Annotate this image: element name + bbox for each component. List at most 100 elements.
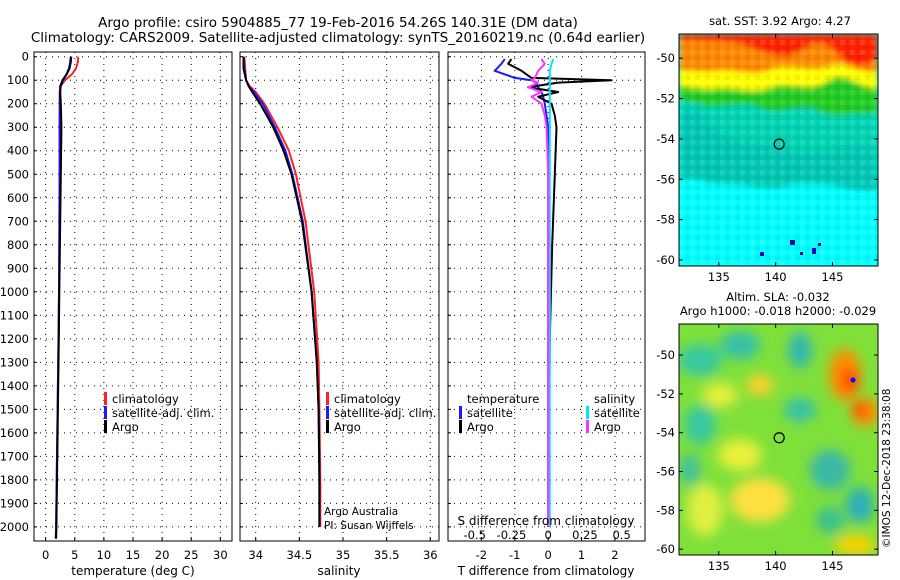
lat-label--50: -50 [656, 348, 675, 362]
sla-float-position-marker [773, 432, 785, 444]
depth-label-1700: 1700 [0, 449, 29, 463]
depth-label-1000: 1000 [0, 285, 29, 299]
lat-label--52: -52 [656, 92, 675, 106]
temperature-panel: 0100200300400500600700800900100011001200… [0, 50, 233, 578]
salinity-axes-box [239, 51, 440, 542]
legend-swatch-satellite-adj [104, 406, 107, 419]
depth-label-0: 0 [22, 50, 29, 64]
difference-panel: -2 -1 0 1 2 T difference from climatology S … [447, 51, 646, 578]
depth-label-1400: 1400 [0, 379, 29, 393]
legend-label-argo: Argo [112, 420, 139, 434]
credit-pi: PI: Susan Wijffels [324, 520, 414, 532]
lat-label--56: -56 [656, 172, 675, 186]
legend-label-t-satellite: satellite [467, 406, 513, 420]
lon-label-135: 135 [708, 270, 730, 284]
sla-map-title: Altim. SLA: -0.032 [726, 290, 830, 304]
xtick-label-34: 34 [248, 548, 263, 562]
sst-cold-pixels [760, 240, 821, 256]
xtick-label-1: 1 [578, 548, 585, 562]
title-line-2: Climatology: CARS2009. Satellite-adjuste… [31, 30, 645, 46]
depth-label-300: 300 [7, 120, 29, 134]
depth-label-800: 800 [7, 238, 29, 252]
sla-blue-spot [850, 377, 856, 383]
lat-label--52: -52 [656, 387, 675, 401]
xtick-label-30: 30 [213, 548, 228, 562]
lat-label--58: -58 [656, 213, 675, 227]
depth-label-200: 200 [7, 97, 29, 111]
temperature-grid [34, 52, 232, 541]
xtick-label--2: -2 [476, 548, 487, 562]
series-line-argo [55, 56, 73, 539]
salinity-lines [242, 56, 322, 527]
xtick-label-25: 25 [184, 548, 199, 562]
xtick-label-15: 15 [126, 548, 141, 562]
s-tick-label--0.5: -0.5 [463, 528, 485, 542]
sst-map-ticks: -50 -52 -54 -56 -58 -60 135 140 145 [656, 34, 878, 284]
depth-label-1800: 1800 [0, 473, 29, 487]
sla-map-ticks: -50 -52 -54 -56 -58 -60 135 140 145 [656, 324, 878, 573]
s-tick-label-0.5: 0.5 [612, 528, 630, 542]
xtick-label--1: -1 [509, 548, 520, 562]
legend-header-temperature: temperature [467, 392, 539, 406]
legend-swatch-argo [326, 420, 329, 433]
credit-argo-australia: Argo Australia [324, 506, 398, 518]
sst-map-title: sat. SST: 3.92 Argo: 4.27 [709, 14, 851, 28]
legend-swatch-t-satellite [459, 406, 462, 419]
lon-label-140: 140 [765, 270, 787, 284]
t-difference-tick-labels: -2 -1 0 1 2 [476, 548, 619, 562]
difference-legend: temperature salinity satellite Argo sate… [459, 392, 640, 434]
sla-field [679, 324, 878, 555]
xtick-label-20: 20 [155, 548, 170, 562]
depth-label-1500: 1500 [0, 402, 29, 416]
lat-label--58: -58 [656, 503, 675, 517]
sst-float-position-marker [773, 138, 785, 150]
legend-swatch-s-argo [586, 420, 589, 433]
lon-label-145: 145 [822, 270, 844, 284]
legend-swatch-climatology [104, 392, 107, 405]
legend-swatch-argo [104, 420, 107, 433]
legend-swatch-s-satellite [586, 406, 589, 419]
legend-label-satellite-adj: satellite-adj. clim. [112, 406, 214, 420]
depth-label-600: 600 [7, 191, 29, 205]
legend-swatch-climatology [326, 392, 329, 405]
difference-lines [493, 58, 613, 527]
salinity-xlabel: salinity [317, 564, 360, 578]
lat-label--56: -56 [656, 465, 675, 479]
legend-swatch-satellite-adj [326, 406, 329, 419]
depth-label-1300: 1300 [0, 355, 29, 369]
legend-label-argo: Argo [334, 420, 361, 434]
lon-label-140: 140 [765, 559, 787, 573]
depth-label-1200: 1200 [0, 332, 29, 346]
legend-label-climatology: climatology [112, 392, 179, 406]
xtick-label-5: 5 [71, 548, 78, 562]
lon-label-145: 145 [822, 559, 844, 573]
legend-label-s-satellite: satellite [594, 406, 640, 420]
s-tick-label--0.25: -0.25 [497, 528, 527, 542]
depth-label-1100: 1100 [0, 308, 29, 322]
depth-label-700: 700 [7, 214, 29, 228]
salinity-panel: 34 34.5 35 35.5 36 salinity climatology sate… [239, 51, 440, 578]
xtick-label-2: 2 [611, 548, 618, 562]
s-tick-label-0.25: 0.25 [572, 528, 598, 542]
depth-label-500: 500 [7, 167, 29, 181]
sst-map: sat. SST: 3.92 Argo: 4.27 -50-5 [656, 14, 879, 284]
sst-map-frame [678, 33, 879, 267]
sla-map: Altim. SLA: -0.032 Argo h1000: -0.018 h2… [656, 290, 879, 573]
xtick-label-10: 10 [97, 548, 112, 562]
legend-swatch-t-argo [459, 420, 462, 433]
lat-label--60: -60 [656, 542, 675, 556]
depth-label-900: 900 [7, 261, 29, 275]
legend-label-s-argo: Argo [594, 420, 621, 434]
s-difference-label: S difference from climatology [458, 514, 635, 528]
series-line-argo [242, 56, 321, 527]
sla-map-subtitle: Argo h1000: -0.018 h2000: -0.029 [680, 304, 876, 318]
temperature-lines [54, 56, 80, 539]
temperature-legend: climatology satellite-adj. clim. Argo [104, 392, 214, 434]
salinity-legend: climatology satellite-adj. clim. Argo [326, 392, 436, 434]
temperature-axes-box [33, 51, 233, 542]
s-tick-label-0: 0 [545, 528, 552, 542]
xtick-label-34.5: 34.5 [287, 548, 313, 562]
lat-label--54: -54 [656, 426, 675, 440]
xtick-label-0: 0 [42, 548, 49, 562]
